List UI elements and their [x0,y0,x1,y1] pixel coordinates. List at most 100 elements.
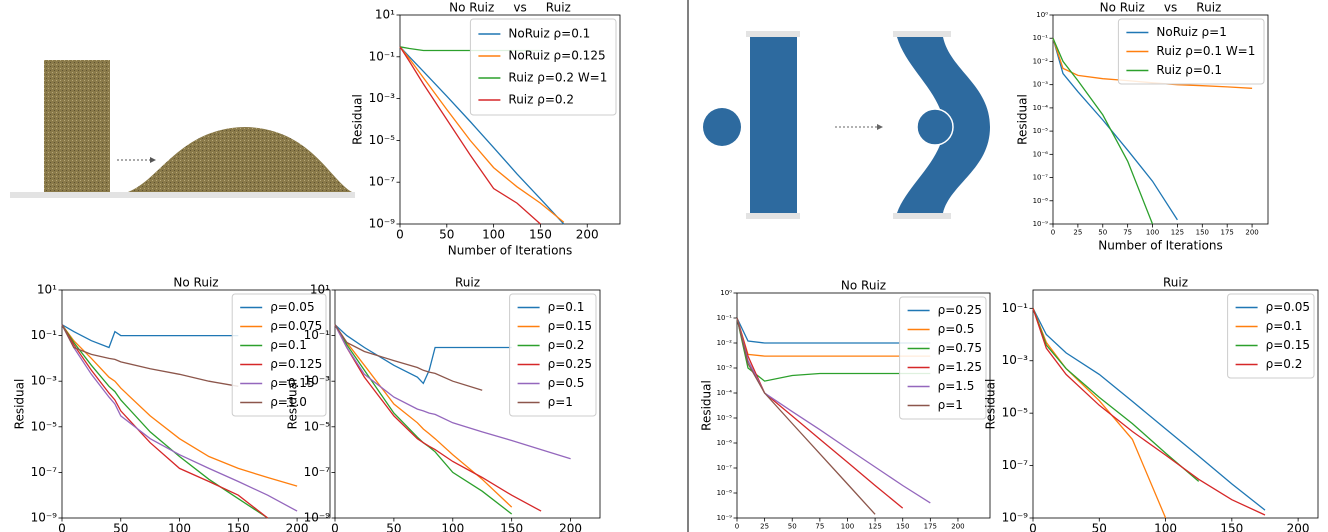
legend-label: ρ=0.25 [938,303,982,317]
series-line [1052,38,1178,221]
x-tick-label: 150 [896,523,909,531]
y-tick-label: 10⁻⁷ [31,465,58,479]
x-tick-label: 200 [1245,229,1258,237]
y-tick-label: 10⁻⁶ [717,439,733,447]
series-line [1032,308,1266,511]
y-tick-label: 10⁻⁴ [1033,104,1049,112]
x-tick-label: 50 [788,523,797,531]
legend-box [469,18,617,116]
series-line [334,324,513,508]
series-line [61,324,298,487]
y-tick-label: 10⁻⁵ [304,419,331,433]
y-tick-label: 10⁻¹ [369,49,396,63]
x-tick-label: 175 [1221,229,1234,237]
legend-label: ρ=0.2 [1266,357,1303,371]
x-tick-label: 150 [1196,229,1209,237]
x-tick-label: 175 [924,523,937,531]
legend-label: ρ=1 [938,398,963,412]
legend-label: ρ=0.75 [938,341,982,355]
x-tick-label: 150 [1220,522,1243,532]
y-tick-label: 10⁻⁹ [1002,511,1029,525]
legend-label: ρ=0.05 [1266,300,1310,314]
x-tick-label: 50 [1098,229,1107,237]
y-tick-label: 10⁻⁴ [717,389,733,397]
x-tick-label: 75 [1123,229,1132,237]
chart-title: No Ruiz [173,276,218,290]
y-axis-label: Residual [984,379,998,430]
sand-illustration [10,60,355,198]
legend-label: ρ=0.25 [548,357,592,371]
legend-label: NoRuiz ρ=1 [1156,25,1226,39]
series-line [61,324,298,512]
legend-label: ρ=0.5 [548,376,585,390]
legend-label: ρ=0.1 [1266,319,1303,333]
series-line [334,324,542,512]
x-tick-label: 25 [760,523,769,531]
legend-label: ρ=0.125 [270,357,322,371]
x-tick-label: 200 [286,522,309,532]
y-tick-label: 10¹ [310,283,330,297]
x-tick-label: 0 [735,523,739,531]
y-tick-label: 10¹ [375,8,395,22]
series-line [1032,308,1200,482]
y-tick-label: 10⁻⁹ [31,511,58,525]
x-tick-label: 125 [868,523,881,531]
y-axis-label: Residual [1016,94,1030,145]
x-tick-label: 100 [1146,229,1159,237]
series-line [61,324,269,519]
x-tick-label: 150 [227,522,250,532]
y-tick-label: 10⁻⁵ [369,133,396,147]
y-tick-label: 10⁻⁸ [1033,197,1049,205]
y-tick-label: 10⁰ [720,289,732,297]
y-tick-label: 10⁻³ [717,364,733,372]
y-tick-label: 10⁻¹ [717,314,733,322]
series-line [1032,308,1266,516]
x-tick-label: 100 [482,228,505,242]
x-tick-label: 100 [168,522,191,532]
legend-label: ρ=0.5 [938,322,975,336]
series-line [736,317,876,515]
y-tick-label: 10⁻² [717,339,733,347]
x-tick-label: 100 [841,523,854,531]
chart-title: Ruiz [455,276,480,290]
legend-label: ρ=0.075 [270,319,322,333]
y-tick-label: 10⁻⁷ [717,464,733,472]
chart-title: Ruiz [1163,276,1188,290]
series-line [1052,37,1154,225]
legend-label: ρ=1 [548,395,573,409]
legend-label: ρ=0.1 [548,300,585,314]
legend-label: NoRuiz ρ=0.1 [508,27,590,41]
y-tick-label: 10⁻⁵ [1033,127,1049,135]
elastic-illustration [703,31,990,219]
y-axis-label: Residual [700,380,714,431]
y-tick-label: 10⁻⁸ [717,489,733,497]
y-tick-label: 10⁻⁷ [369,175,396,189]
x-tick-label: 25 [1073,229,1082,237]
y-tick-label: 10⁻³ [1002,353,1029,367]
y-tick-label: 10⁻⁹ [304,511,331,525]
y-tick-label: 10⁻¹ [1002,301,1029,315]
x-tick-label: 200 [576,228,599,242]
y-tick-label: 10⁻³ [1033,81,1049,89]
chart: 0 50 100 150 200 10¹ 10⁻¹ 10⁻³ 10⁻⁵ 10⁻⁷ 10⁻⁹ No Ru… [351,1,621,258]
y-tick-label: 10⁻³ [369,91,396,105]
x-tick-label: 0 [58,522,66,532]
y-tick-label: 10¹ [37,283,57,297]
y-tick-label: 10⁻³ [304,374,331,388]
chart: 0 25 50 75 100 125 150 175 200 10⁰ 10⁻¹ 10⁻² 10⁻³ 10⁻… [700,279,991,531]
legend-box [1117,18,1265,85]
series-line [736,317,931,344]
x-tick-label: 0 [396,228,404,242]
y-tick-label: 10⁻⁹ [1033,220,1049,228]
legend-label: ρ=0.15 [548,319,592,333]
legend-label: ρ=1.0 [270,395,307,409]
x-tick-label: 100 [441,522,464,532]
legend-label: ρ=0.1 [270,338,307,352]
chart: 0 25 50 75 100 125 150 175 200 10⁰ 10⁻¹ 10⁻² 10⁻³ 10⁻… [1016,1,1269,253]
y-tick-label: 10⁻¹ [304,328,331,342]
x-tick-label: 50 [113,522,128,532]
x-tick-label: 50 [1092,522,1107,532]
y-tick-label: 10⁻¹ [1033,34,1049,42]
legend-label: ρ=0.15 [1266,338,1310,352]
x-tick-label: 150 [500,522,523,532]
